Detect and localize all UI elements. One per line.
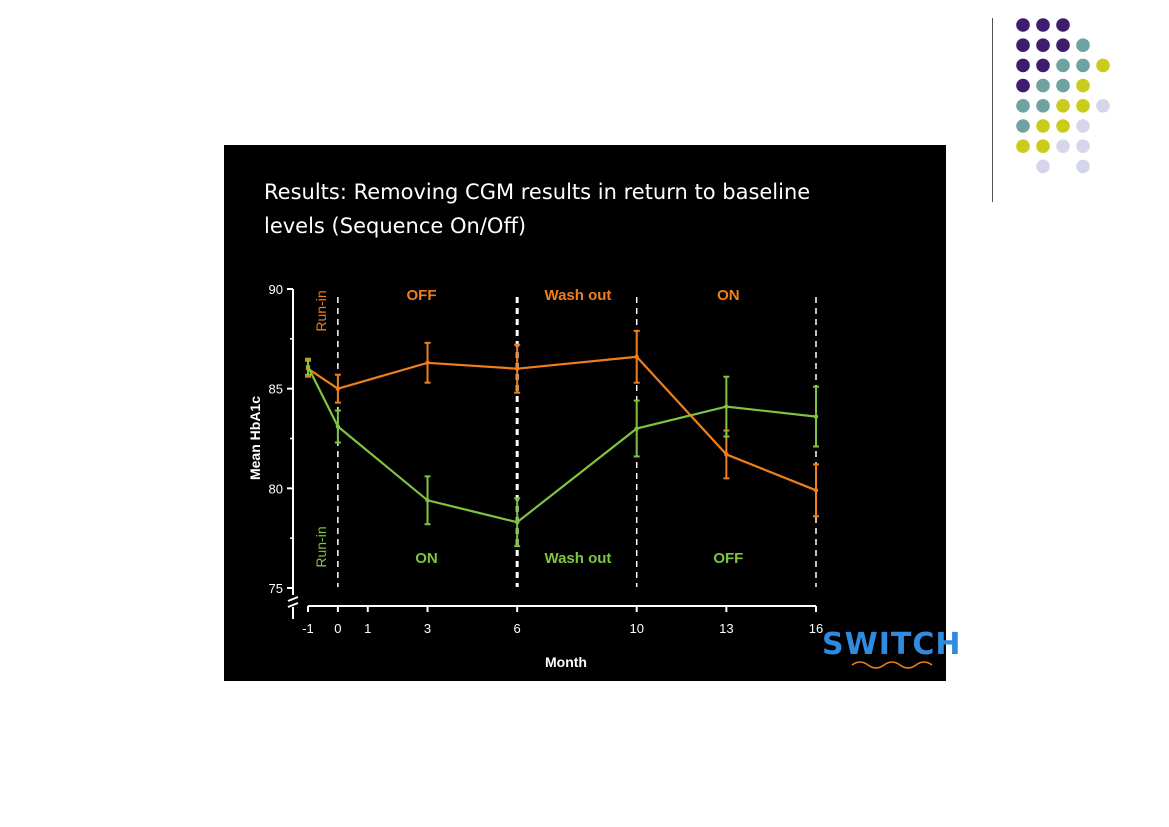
x-tick-label: 6 [514,621,521,636]
data-point-orange [724,452,729,457]
data-point-orange [634,354,639,359]
slide-title-line-1: Results: Removing CGM results in return … [264,180,811,204]
series-line-orange [307,355,817,492]
decorative-dot [1096,99,1110,113]
slide-image-panel: Results: Removing CGM results in return … [224,145,960,681]
decorative-dot [1016,119,1030,133]
data-point-orange [335,386,341,391]
y-axis-break-mark [287,602,299,608]
period-label-bottom: Wash out [544,550,611,567]
data-point-green [514,520,520,525]
x-tick-label: 3 [424,621,431,636]
switch-logo: SWITCH [822,627,962,662]
period-label-bottom: ON [415,550,438,567]
data-point-orange [813,488,819,493]
decorative-dot [1016,38,1030,52]
decorative-dot [1036,159,1050,174]
decorative-dot [1016,99,1030,113]
period-label-bottom: Run-in [313,526,329,567]
data-point-green [724,404,729,409]
decorative-dot [1056,119,1070,133]
y-tick-label: 90 [269,282,283,297]
decorative-dot [1076,119,1090,133]
x-tick-label: 0 [334,621,341,636]
data-point-green [425,498,430,503]
period-label-top: Wash out [544,287,611,304]
decorative-dot [1056,58,1070,73]
period-label-top: Run-in [313,290,329,331]
decorative-dot [1016,58,1030,73]
decorative-dot [1076,159,1090,174]
series-line-green [307,366,817,524]
decorative-dot [1076,78,1090,93]
y-tick-label: 85 [269,382,283,397]
decorative-divider-line [992,18,993,202]
decorative-dot [1076,58,1090,73]
period-label-bottom: OFF [713,550,743,567]
x-tick-label: 13 [719,621,733,636]
decorative-dot [1016,18,1030,32]
decorative-dot [1036,38,1050,52]
x-tick-label: -1 [302,621,314,636]
decorative-dot [1016,139,1030,153]
period-label-top: ON [717,287,740,304]
decorative-dot [1076,38,1090,52]
decorative-dot [1056,139,1070,153]
decorative-dot [1036,18,1050,32]
slide-title: Results: Removing CGM results in return … [264,175,914,243]
y-axis-label: Mean HbA1c [247,396,263,480]
decorative-dot [1036,78,1050,93]
decorative-dot [1036,99,1050,113]
slide-title-line-2: levels (Sequence On/Off) [264,214,527,238]
decorative-dot [1016,78,1030,93]
x-axis-label: Month [545,654,587,670]
decorative-dot [1036,119,1050,133]
period-label-top: OFF [407,287,437,304]
x-tick-label: 16 [809,621,823,636]
data-point-green [305,364,311,369]
decorative-dot [1036,58,1050,73]
decorative-dot [1056,18,1070,32]
logo-wave-decoration [851,661,933,669]
decorative-dot [1056,99,1070,113]
y-tick-label: 80 [269,481,283,496]
data-point-orange [514,366,520,371]
decorative-dot [1076,99,1090,113]
y-axis-break-mark [287,596,299,602]
decorative-dot [1096,58,1110,73]
x-tick-label: 10 [629,621,643,636]
x-tick-label: 1 [364,621,371,636]
data-point-orange [425,360,430,365]
decorative-dot [1056,78,1070,93]
decorative-dot [1076,139,1090,153]
decorative-dot [1056,38,1070,52]
decorative-dot [1036,139,1050,153]
y-tick-label: 75 [269,581,283,596]
data-point-green [335,424,341,429]
data-point-green [813,414,819,419]
data-point-green [634,426,639,431]
